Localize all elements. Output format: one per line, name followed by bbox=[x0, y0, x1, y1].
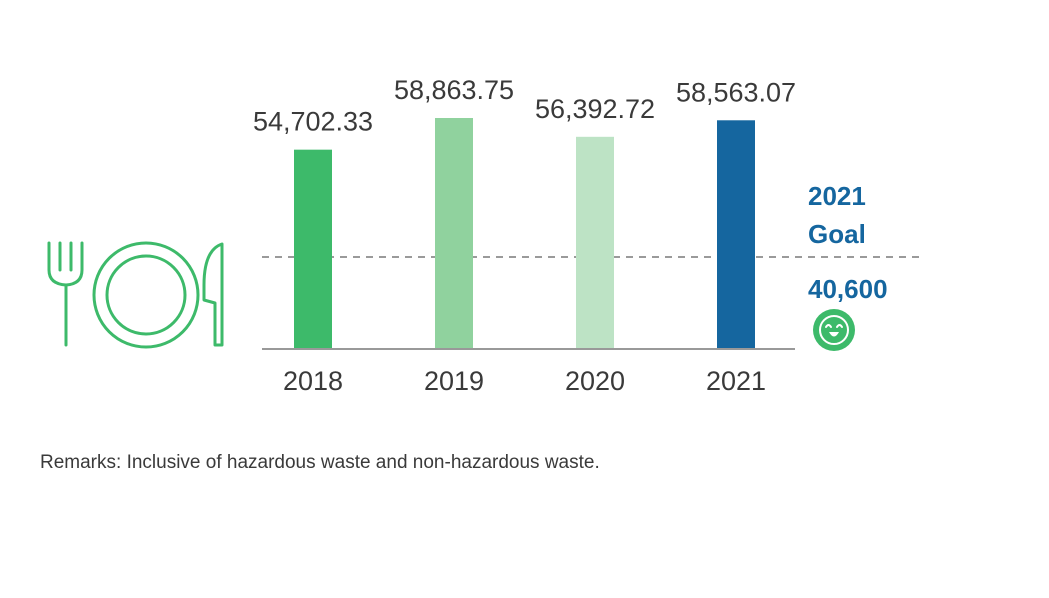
x-tick-label-2021: 2021 bbox=[706, 366, 766, 396]
plate-icon bbox=[92, 241, 200, 349]
goal-year-label: 2021 bbox=[808, 181, 866, 211]
value-label-2019: 58,863.75 bbox=[394, 75, 514, 105]
x-tick-label-2019: 2019 bbox=[424, 366, 484, 396]
remarks-note: Remarks: Inclusive of hazardous waste an… bbox=[40, 452, 600, 473]
value-labels: 54,702.33 58,863.75 56,392.72 58,563.07 bbox=[253, 75, 796, 137]
smiley-face-icon bbox=[813, 309, 855, 351]
x-tick-label-2020: 2020 bbox=[565, 366, 625, 396]
fork-plate-knife-icon bbox=[47, 241, 224, 349]
goal-value-label: 40,600 bbox=[808, 274, 888, 304]
fork-icon bbox=[47, 241, 84, 347]
bar-2021 bbox=[717, 120, 755, 349]
bar-2019 bbox=[435, 118, 473, 349]
x-tick-label-2018: 2018 bbox=[283, 366, 343, 396]
value-label-2021: 58,563.07 bbox=[676, 77, 796, 107]
knife-icon bbox=[202, 242, 224, 347]
goal-word-label: Goal bbox=[808, 219, 866, 249]
bar-2020 bbox=[576, 136, 614, 349]
x-axis-tick-labels: 2018 2019 2020 2021 bbox=[283, 366, 766, 396]
bar-series bbox=[294, 118, 755, 349]
bar-2018 bbox=[294, 149, 332, 349]
value-label-2018: 54,702.33 bbox=[253, 107, 373, 137]
value-label-2020: 56,392.72 bbox=[535, 94, 655, 124]
